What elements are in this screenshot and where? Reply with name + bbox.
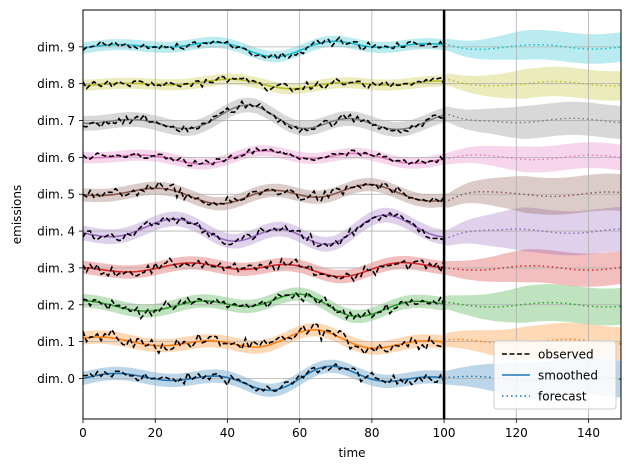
band-dim-0: [83, 357, 621, 400]
x-tick-label-1: 20: [148, 426, 163, 440]
legend-forecast-label: forecast: [538, 390, 587, 404]
band-dim-2: [83, 284, 621, 326]
observed-line-dim-8: [82, 75, 445, 93]
observed-line-dim-3: [82, 256, 445, 283]
x-tick-label-7: 140: [577, 426, 600, 440]
observed-line-dim-5: [82, 180, 445, 206]
smoothed-line-dim-3: [82, 261, 445, 278]
y-tick-label-8: dim. 8: [37, 77, 75, 91]
x-tick-label-5: 100: [433, 426, 456, 440]
smoothed-line-dim-8: [82, 78, 445, 90]
y-tick-label-4: dim. 4: [37, 225, 75, 239]
y-axis-ticks: dim. 0 dim. 1 dim. 2 dim. 3 dim. 4 dim. 5 dim.…: [37, 40, 83, 386]
x-axis-ticks: 0 20 40 60 80 100 120 140: [79, 419, 600, 440]
legend-observed-label: observed: [538, 348, 594, 362]
y-tick-label-1: dim. 1: [37, 335, 75, 349]
observed-line-dim-4: [82, 211, 445, 248]
x-tick-label-3: 60: [292, 426, 307, 440]
x-tick-label-6: 120: [505, 426, 528, 440]
grid-lines: [82, 10, 621, 419]
observed-line-dim-1: [82, 322, 445, 356]
y-tick-label-2: dim. 2: [37, 298, 75, 312]
plot-frame: [82, 9, 622, 420]
y-tick-label-6: dim. 6: [37, 151, 75, 165]
observed-line-dim-0: [82, 362, 445, 392]
x-tick-label-2: 40: [220, 426, 235, 440]
observed-line-dim-9: [82, 36, 445, 62]
x-axis-label: time: [338, 446, 365, 460]
y-tick-label-0: dim. 0: [37, 372, 75, 386]
legend-box: [493, 340, 617, 410]
forecast-line-dim-4: [443, 228, 622, 240]
legend: observed smoothed forecast: [493, 340, 617, 410]
observed-line-dim-2: [82, 291, 445, 321]
y-tick-label-7: dim. 7: [37, 114, 75, 128]
observed-line-dim-7: [82, 99, 445, 134]
series-lines: [82, 36, 622, 392]
band-dim-3: [83, 249, 621, 287]
y-tick-label-5: dim. 5: [37, 188, 75, 202]
forecast-line-dim-7: [443, 112, 622, 124]
smoothed-line-dim-5: [82, 183, 445, 205]
legend-smoothed-label: smoothed: [538, 369, 598, 383]
y-tick-label-9: dim. 9: [37, 40, 75, 54]
observed-line-dim-6: [82, 147, 445, 167]
forecast-line-dim-5: [443, 190, 622, 203]
x-tick-label-4: 80: [364, 426, 379, 440]
smoothed-line-dim-9: [82, 40, 445, 58]
x-tick-label-0: 0: [79, 426, 87, 440]
y-tick-label-3: dim. 3: [37, 261, 75, 275]
y-axis-label: emissions: [10, 185, 24, 244]
